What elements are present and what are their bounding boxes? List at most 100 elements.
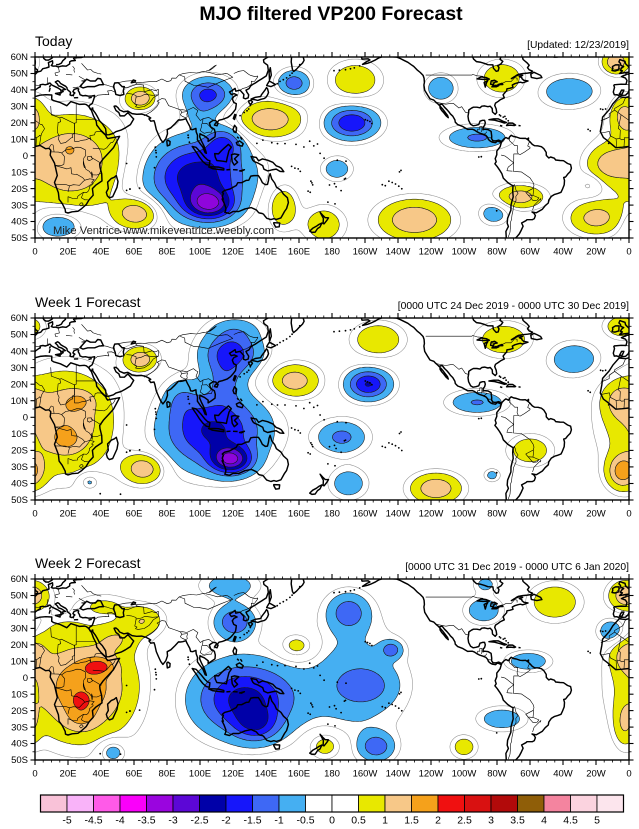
svg-text:80E: 80E: [159, 509, 176, 520]
svg-text:1.5: 1.5: [404, 815, 419, 827]
svg-text:60N: 60N: [11, 574, 29, 585]
svg-text:-3: -3: [168, 815, 177, 827]
svg-text:10S: 10S: [11, 689, 28, 700]
svg-text:50S: 50S: [11, 755, 28, 766]
svg-text:80W: 80W: [487, 509, 507, 520]
svg-text:20S: 20S: [11, 706, 28, 717]
svg-text:140E: 140E: [255, 247, 277, 258]
svg-text:60W: 60W: [520, 247, 540, 258]
svg-text:40S: 40S: [11, 479, 28, 490]
svg-text:0: 0: [23, 673, 28, 684]
svg-text:120W: 120W: [419, 247, 444, 258]
svg-text:120E: 120E: [222, 769, 244, 780]
svg-text:30S: 30S: [11, 462, 28, 473]
svg-text:0: 0: [32, 509, 37, 520]
svg-text:-3.5: -3.5: [137, 815, 155, 827]
svg-text:40E: 40E: [93, 509, 110, 520]
svg-text:Today: Today: [35, 33, 72, 49]
svg-text:-1.5: -1.5: [243, 815, 261, 827]
svg-text:60E: 60E: [126, 247, 143, 258]
svg-text:60W: 60W: [520, 509, 540, 520]
svg-text:80W: 80W: [487, 769, 507, 780]
svg-text:180: 180: [324, 247, 340, 258]
svg-text:100E: 100E: [189, 247, 211, 258]
svg-text:100W: 100W: [452, 247, 477, 258]
svg-text:50N: 50N: [11, 591, 29, 602]
svg-text:0: 0: [32, 247, 37, 258]
svg-text:40W: 40W: [553, 769, 573, 780]
svg-text:40S: 40S: [11, 739, 28, 750]
svg-text:3: 3: [488, 815, 494, 827]
svg-text:50N: 50N: [11, 69, 29, 80]
svg-text:Week 2 Forecast: Week 2 Forecast: [35, 555, 141, 571]
svg-text:40N: 40N: [11, 607, 29, 618]
svg-text:2.5: 2.5: [457, 815, 472, 827]
svg-text:60N: 60N: [11, 52, 29, 63]
svg-text:40E: 40E: [93, 769, 110, 780]
svg-text:0: 0: [329, 815, 335, 827]
svg-text:60E: 60E: [126, 769, 143, 780]
svg-text:140W: 140W: [386, 769, 411, 780]
svg-text:30N: 30N: [11, 363, 29, 374]
svg-text:180: 180: [324, 509, 340, 520]
svg-text:140E: 140E: [255, 509, 277, 520]
svg-text:30S: 30S: [11, 722, 28, 733]
svg-text:120E: 120E: [222, 509, 244, 520]
svg-text:-5: -5: [62, 815, 71, 827]
svg-text:20S: 20S: [11, 446, 28, 457]
svg-text:40N: 40N: [11, 85, 29, 96]
svg-text:30S: 30S: [11, 200, 28, 211]
svg-text:50S: 50S: [11, 495, 28, 506]
svg-text:0: 0: [23, 413, 28, 424]
svg-text:120W: 120W: [419, 509, 444, 520]
svg-text:-2.5: -2.5: [190, 815, 208, 827]
svg-text:20N: 20N: [11, 118, 29, 129]
svg-text:80E: 80E: [159, 769, 176, 780]
svg-text:120W: 120W: [419, 769, 444, 780]
svg-text:20W: 20W: [586, 247, 606, 258]
svg-text:0: 0: [626, 509, 631, 520]
svg-text:10N: 10N: [11, 657, 29, 668]
svg-text:50N: 50N: [11, 330, 29, 341]
svg-text:0.5: 0.5: [351, 815, 366, 827]
svg-text:50S: 50S: [11, 233, 28, 244]
svg-text:0: 0: [32, 769, 37, 780]
svg-text:160E: 160E: [288, 509, 310, 520]
svg-text:10S: 10S: [11, 167, 28, 178]
svg-text:160W: 160W: [353, 247, 378, 258]
svg-text:5: 5: [594, 815, 600, 827]
svg-text:100W: 100W: [452, 769, 477, 780]
svg-text:Mike Ventrice www.mikeventrice: Mike Ventrice www.mikeventrice.weebly.co…: [53, 225, 274, 237]
svg-text:[0000 UTC 31 Dec 2019 - 0000 U: [0000 UTC 31 Dec 2019 - 0000 UTC 6 Jan 2…: [405, 562, 629, 573]
svg-text:140W: 140W: [386, 509, 411, 520]
svg-text:0: 0: [23, 151, 28, 162]
svg-text:20E: 20E: [60, 509, 77, 520]
svg-text:0: 0: [626, 769, 631, 780]
svg-text:30N: 30N: [11, 102, 29, 113]
svg-text:160E: 160E: [288, 247, 310, 258]
svg-text:40N: 40N: [11, 346, 29, 357]
svg-text:140W: 140W: [386, 247, 411, 258]
svg-text:10S: 10S: [11, 429, 28, 440]
svg-text:-4.5: -4.5: [84, 815, 102, 827]
svg-text:4.5: 4.5: [563, 815, 578, 827]
svg-text:10N: 10N: [11, 396, 29, 407]
svg-text:40S: 40S: [11, 217, 28, 228]
svg-text:-2: -2: [221, 815, 230, 827]
svg-text:20W: 20W: [586, 509, 606, 520]
svg-text:Week 1 Forecast: Week 1 Forecast: [35, 294, 141, 310]
svg-text:180: 180: [324, 769, 340, 780]
svg-text:0: 0: [626, 247, 631, 258]
svg-text:MJO filtered VP200 Forecast: MJO filtered VP200 Forecast: [199, 3, 463, 25]
svg-text:20N: 20N: [11, 379, 29, 390]
svg-text:-1: -1: [274, 815, 283, 827]
svg-text:40W: 40W: [553, 247, 573, 258]
svg-text:10N: 10N: [11, 135, 29, 146]
svg-text:30N: 30N: [11, 624, 29, 635]
svg-text:20E: 20E: [60, 247, 77, 258]
svg-text:160W: 160W: [353, 509, 378, 520]
svg-text:20S: 20S: [11, 184, 28, 195]
svg-text:2: 2: [435, 815, 441, 827]
svg-text:160E: 160E: [288, 769, 310, 780]
svg-text:20E: 20E: [60, 769, 77, 780]
